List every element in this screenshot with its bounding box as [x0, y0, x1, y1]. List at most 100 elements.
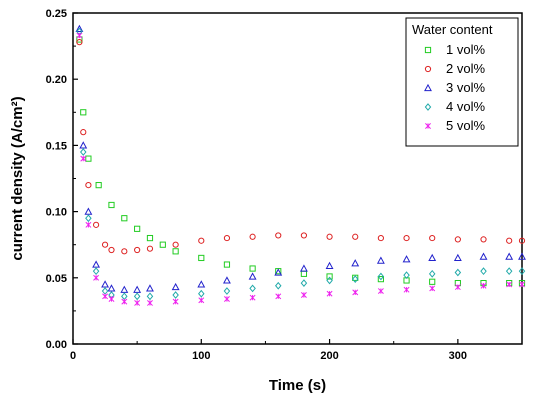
- data-point: [80, 129, 87, 136]
- data-point: [159, 241, 166, 248]
- data-point: [75, 24, 84, 32]
- y-tick-label: 0.15: [46, 140, 67, 152]
- data-point: [134, 246, 141, 254]
- data-point: [249, 233, 256, 240]
- legend-label: 5 vol%: [446, 118, 485, 133]
- data-point: [146, 245, 154, 252]
- data-point: [429, 285, 436, 292]
- data-point: [121, 298, 128, 305]
- data-point: [326, 290, 333, 297]
- series-5: [76, 32, 525, 306]
- data-point: [223, 296, 230, 302]
- data-point: [479, 252, 488, 260]
- data-point: [101, 241, 109, 248]
- data-point: [171, 282, 180, 291]
- data-point: [146, 284, 154, 292]
- data-point: [428, 269, 436, 278]
- data-point: [108, 201, 115, 209]
- data-point: [506, 237, 513, 244]
- legend-marker: [425, 123, 431, 129]
- y-axis-title: current density (A/cm²): [9, 96, 26, 260]
- legend-marker: [424, 46, 432, 54]
- legend-item: 3 vol%: [424, 80, 485, 95]
- data-point: [107, 284, 116, 292]
- series-2: [76, 39, 526, 255]
- data-point: [95, 182, 102, 189]
- data-point: [80, 148, 87, 156]
- data-point: [480, 282, 487, 289]
- legend-item: 2 vol%: [424, 61, 485, 76]
- data-point: [326, 276, 333, 285]
- data-point: [133, 292, 141, 301]
- y-tick-label: 0.20: [46, 74, 67, 86]
- y-tick-label: 0.00: [46, 339, 67, 351]
- data-point: [300, 270, 308, 277]
- legend-item: 5 vol%: [425, 118, 485, 133]
- x-tick-label: 300: [449, 350, 467, 362]
- data-point: [223, 234, 231, 242]
- data-point: [519, 281, 525, 288]
- legend-label: 3 vol%: [446, 80, 485, 95]
- data-point: [352, 274, 359, 281]
- data-point: [325, 261, 334, 269]
- data-point: [480, 267, 487, 276]
- data-point: [453, 253, 462, 262]
- data-point: [518, 252, 526, 260]
- legend-item: 1 vol%: [424, 42, 485, 57]
- data-point: [377, 288, 384, 294]
- data-point: [108, 246, 115, 254]
- data-point: [275, 232, 282, 239]
- data-point: [300, 232, 308, 239]
- data-point: [108, 296, 115, 302]
- data-point: [92, 221, 100, 228]
- y-tick-label: 0.25: [46, 8, 67, 20]
- data-point: [454, 236, 461, 243]
- data-point: [505, 267, 513, 276]
- data-point: [377, 272, 385, 281]
- data-point: [198, 254, 205, 262]
- data-point: [172, 248, 179, 255]
- data-point: [275, 281, 282, 290]
- data-point: [76, 32, 83, 39]
- data-point: [275, 293, 282, 300]
- data-point: [134, 300, 141, 306]
- data-point: [454, 284, 461, 291]
- data-point: [76, 39, 83, 46]
- data-point: [85, 155, 92, 162]
- legend-box: [405, 17, 519, 147]
- data-point: [134, 225, 141, 232]
- y-tick-label: 0.05: [46, 273, 67, 285]
- x-tick-label: 100: [192, 350, 210, 362]
- data-point: [121, 292, 128, 301]
- data-point: [79, 141, 88, 149]
- data-point: [480, 236, 487, 243]
- data-point: [300, 292, 307, 298]
- data-point: [85, 182, 92, 189]
- data-point: [377, 276, 384, 283]
- data-point: [326, 273, 333, 280]
- data-point: [85, 214, 92, 223]
- data-point: [80, 109, 87, 116]
- data-point: [403, 286, 410, 293]
- x-tick-label: 0: [70, 350, 76, 362]
- data-point: [403, 271, 410, 280]
- data-point: [454, 268, 462, 277]
- data-point: [101, 280, 110, 288]
- data-point: [198, 297, 205, 304]
- data-point: [299, 264, 308, 272]
- data-point: [147, 300, 153, 306]
- data-point: [121, 215, 128, 222]
- data-point: [93, 274, 100, 281]
- data-point: [518, 237, 526, 244]
- data-point: [248, 272, 257, 280]
- series-3: [75, 24, 526, 293]
- data-point: [249, 294, 256, 301]
- data-point: [146, 234, 154, 242]
- data-point: [518, 267, 526, 276]
- data-point: [146, 292, 154, 301]
- data-point: [198, 237, 205, 244]
- data-point: [274, 268, 283, 276]
- data-point: [172, 241, 179, 248]
- data-point: [92, 260, 101, 268]
- data-point: [92, 267, 100, 276]
